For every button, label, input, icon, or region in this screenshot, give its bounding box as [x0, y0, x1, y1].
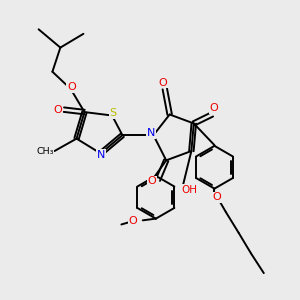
Text: O: O: [210, 103, 218, 113]
Text: O: O: [129, 216, 137, 226]
Text: S: S: [109, 108, 116, 118]
Text: N: N: [97, 150, 105, 160]
Text: O: O: [212, 192, 221, 202]
Text: O: O: [67, 82, 76, 92]
Text: CH₃: CH₃: [36, 147, 54, 156]
Text: O: O: [159, 78, 167, 88]
Text: O: O: [53, 105, 62, 115]
Text: OH: OH: [182, 185, 198, 195]
Text: O: O: [147, 176, 156, 186]
Text: N: N: [146, 128, 155, 138]
